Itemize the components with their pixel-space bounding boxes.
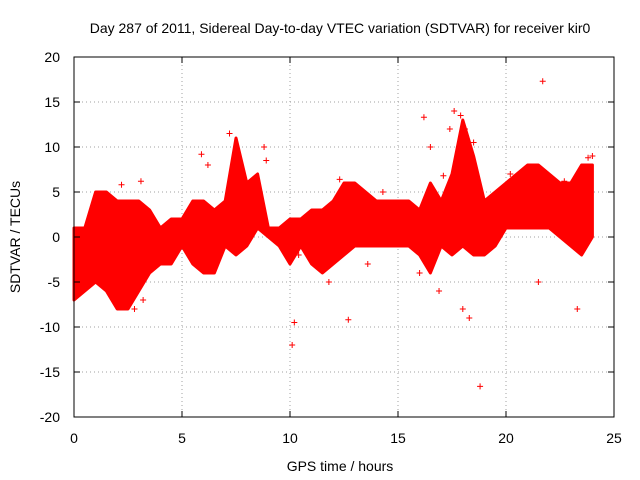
data-point xyxy=(185,225,192,231)
y-tick-label: 15 xyxy=(44,94,60,110)
x-tick-label: 5 xyxy=(178,430,186,446)
x-tick-label: 20 xyxy=(498,430,514,446)
data-point xyxy=(407,207,414,213)
data-point xyxy=(561,178,568,185)
data-point xyxy=(524,207,531,213)
data-point xyxy=(137,178,144,185)
data-point xyxy=(109,216,116,222)
data-point xyxy=(174,234,181,240)
axis-ticks: 0 5 10 15 20 25 -20 -15 -10 -5 0 5 10 15 20 xyxy=(40,49,622,446)
y-tick-label: -15 xyxy=(40,364,60,380)
data-point xyxy=(241,216,248,222)
data-point xyxy=(515,189,522,195)
y-tick-label: -5 xyxy=(48,274,61,290)
data-point xyxy=(485,198,492,204)
data-point xyxy=(131,306,138,312)
data-band xyxy=(72,118,594,311)
y-tick-label: 0 xyxy=(52,229,60,245)
data-point xyxy=(345,316,352,323)
data-point xyxy=(427,144,434,150)
y-tick-label: 5 xyxy=(52,184,60,200)
data-point xyxy=(336,176,343,183)
x-tick-label: 15 xyxy=(390,430,406,446)
data-point xyxy=(356,207,363,213)
data-point xyxy=(446,126,453,132)
data-point xyxy=(118,181,125,188)
data-point xyxy=(395,225,401,231)
data-point xyxy=(83,225,90,231)
y-axis-label: SDTVAR / TECUs xyxy=(7,181,23,293)
data-point xyxy=(539,78,546,85)
data-points xyxy=(77,78,596,390)
data-point xyxy=(451,108,458,114)
data-point xyxy=(92,207,99,213)
data-point xyxy=(470,139,477,146)
data-point xyxy=(261,144,268,150)
data-point xyxy=(436,288,443,294)
data-point xyxy=(466,315,473,321)
data-point xyxy=(585,154,592,161)
chart-title: Day 287 of 2011, Sidereal Day-to-day VTE… xyxy=(90,20,591,36)
x-axis-label: GPS time / hours xyxy=(287,458,394,474)
data-point xyxy=(256,225,263,231)
data-point xyxy=(228,189,235,195)
x-tick-label: 10 xyxy=(282,430,298,446)
data-point xyxy=(379,189,386,195)
data-point xyxy=(578,234,585,240)
data-point xyxy=(226,130,233,137)
data-point xyxy=(99,261,106,267)
data-point xyxy=(416,270,423,276)
data-point xyxy=(457,112,464,119)
data-point xyxy=(204,162,211,168)
data-point xyxy=(250,198,257,204)
data-point xyxy=(494,198,501,204)
data-point xyxy=(291,319,298,326)
data-point xyxy=(235,153,242,159)
x-tick-label: 0 xyxy=(70,430,78,446)
data-point xyxy=(207,243,214,249)
data-point xyxy=(289,342,296,348)
data-point xyxy=(477,383,484,390)
data-point xyxy=(550,198,557,204)
data-point xyxy=(420,114,427,121)
data-point xyxy=(161,243,168,249)
data-point xyxy=(364,261,371,267)
data-point xyxy=(146,252,153,258)
y-tick-label: -20 xyxy=(40,409,60,425)
data-point xyxy=(304,225,311,231)
data-point xyxy=(263,157,270,164)
data-point xyxy=(140,297,147,303)
data-point xyxy=(440,172,447,179)
data-point xyxy=(580,175,587,182)
data-point xyxy=(535,279,542,285)
data-point xyxy=(459,306,466,312)
data-point xyxy=(589,153,596,159)
data-point xyxy=(507,171,514,177)
data-point xyxy=(574,306,581,312)
y-tick-label: -10 xyxy=(40,319,60,335)
sdtvar-band xyxy=(72,118,594,311)
data-point xyxy=(295,252,302,258)
data-point xyxy=(317,243,324,249)
data-point xyxy=(325,279,332,285)
y-tick-label: 20 xyxy=(44,49,60,65)
y-tick-label: 10 xyxy=(44,139,60,155)
data-point xyxy=(569,189,576,195)
data-point xyxy=(198,151,205,158)
x-tick-label: 25 xyxy=(606,430,622,446)
data-point xyxy=(461,126,468,132)
